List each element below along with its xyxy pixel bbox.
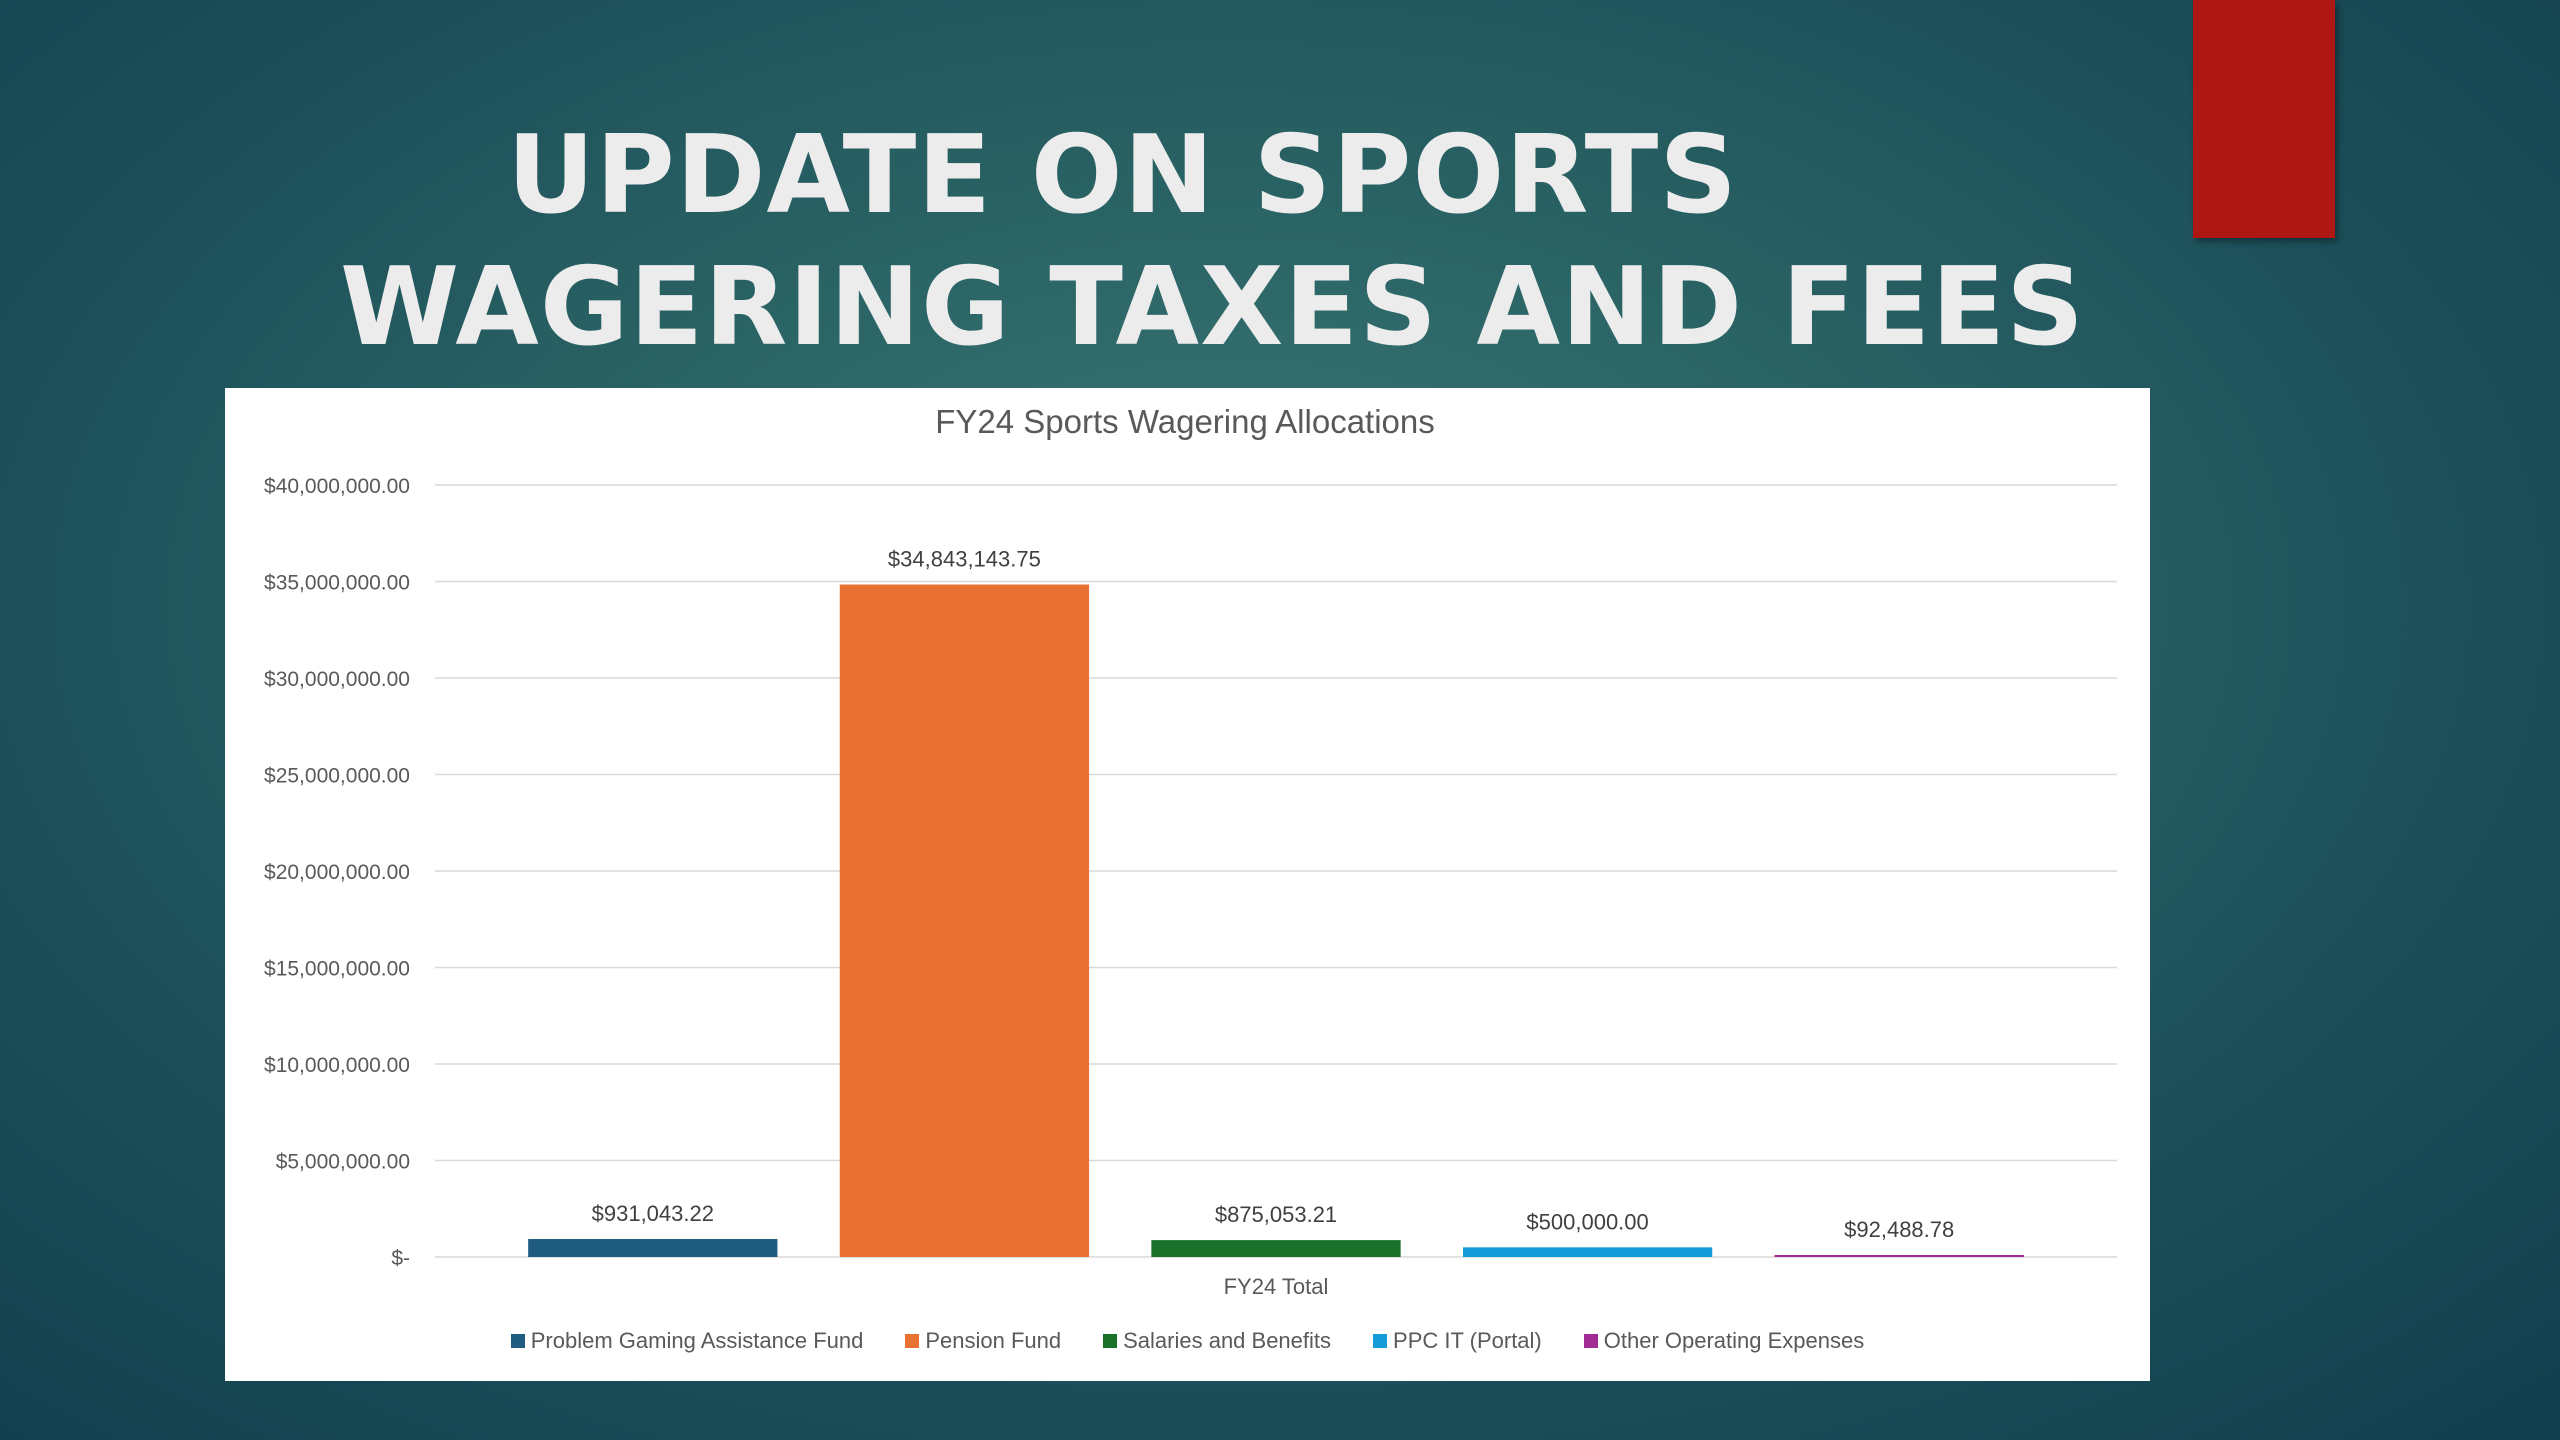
- legend-label: Pension Fund: [925, 1328, 1062, 1353]
- y-tick-label: $15,000,000.00: [264, 958, 410, 981]
- x-category-label: FY24 Total: [1224, 1274, 1329, 1299]
- chart-panel: FY24 Sports Wagering Allocations $- $5,00…: [225, 388, 2150, 1381]
- y-tick-label: $35,000,000.00: [264, 572, 410, 595]
- legend-item: Problem Gaming Assistance Fund: [510, 1328, 864, 1354]
- chart-title: FY24 Sports Wagering Allocations: [935, 403, 1435, 440]
- legend-swatch: [510, 1334, 525, 1348]
- legend-label: Problem Gaming Assistance Fund: [530, 1328, 864, 1353]
- y-tick-label: $10,000,000.00: [264, 1054, 410, 1077]
- bar: [839, 584, 1090, 1257]
- legend-swatch: [1583, 1334, 1598, 1348]
- gridlines: [435, 484, 2117, 1258]
- slide-title: UPDATE ON SPORTS WAGERING TAXES AND FEES: [340, 110, 2085, 374]
- legend-item: Other Operating Expenses: [1583, 1328, 1865, 1354]
- legend-label: PPC IT (Portal): [1393, 1328, 1542, 1353]
- legend-item: PPC IT (Portal): [1373, 1328, 1542, 1354]
- data-label: $34,843,143.75: [888, 547, 1041, 572]
- legend-item: Salaries and Benefits: [1103, 1328, 1331, 1354]
- y-tick-label: $40,000,000.00: [264, 475, 410, 498]
- data-label: $875,053.21: [1215, 1202, 1337, 1227]
- chart-legend: Problem Gaming Assistance Fund Pension Fu…: [225, 1326, 2150, 1356]
- y-tick-label: $20,000,000.00: [264, 861, 410, 884]
- legend-swatch: [1103, 1334, 1118, 1348]
- slide-title-line-1: UPDATE ON SPORTS: [506, 113, 1739, 238]
- bar: [1774, 1255, 2024, 1257]
- bar: [1151, 1240, 1401, 1257]
- legend-swatch: [905, 1334, 920, 1348]
- bars: [528, 584, 2024, 1257]
- legend-swatch: [1373, 1334, 1388, 1348]
- data-label: $92,488.78: [1844, 1217, 1954, 1242]
- data-label: $931,043.22: [592, 1201, 714, 1226]
- bar-chart: FY24 Sports Wagering Allocations $- $5,00…: [264, 403, 2117, 1299]
- accent-tab: [2193, 0, 2335, 238]
- legend-label: Other Operating Expenses: [1603, 1328, 1865, 1353]
- y-tick-label: $30,000,000.00: [264, 668, 410, 691]
- x-axis-category-labels: FY24 Total: [1224, 1274, 1329, 1299]
- data-labels: $931,043.22 $34,843,143.75 $875,053.21 $500…: [592, 547, 1955, 1242]
- data-label: $500,000.00: [1526, 1209, 1648, 1234]
- y-tick-label: $5,000,000.00: [276, 1151, 410, 1174]
- y-tick-label: $25,000,000.00: [264, 765, 410, 788]
- y-axis-tick-labels: $- $5,000,000.00 $10,000,000.00 $15,000,000…: [264, 475, 410, 1270]
- bar: [528, 1239, 778, 1257]
- legend-item: Pension Fund: [905, 1328, 1061, 1354]
- y-tick-label: $-: [391, 1247, 410, 1270]
- legend-label: Salaries and Benefits: [1123, 1328, 1332, 1353]
- slide-title-line-2: WAGERING TAXES AND FEES: [340, 245, 2085, 370]
- bar: [1462, 1247, 1713, 1257]
